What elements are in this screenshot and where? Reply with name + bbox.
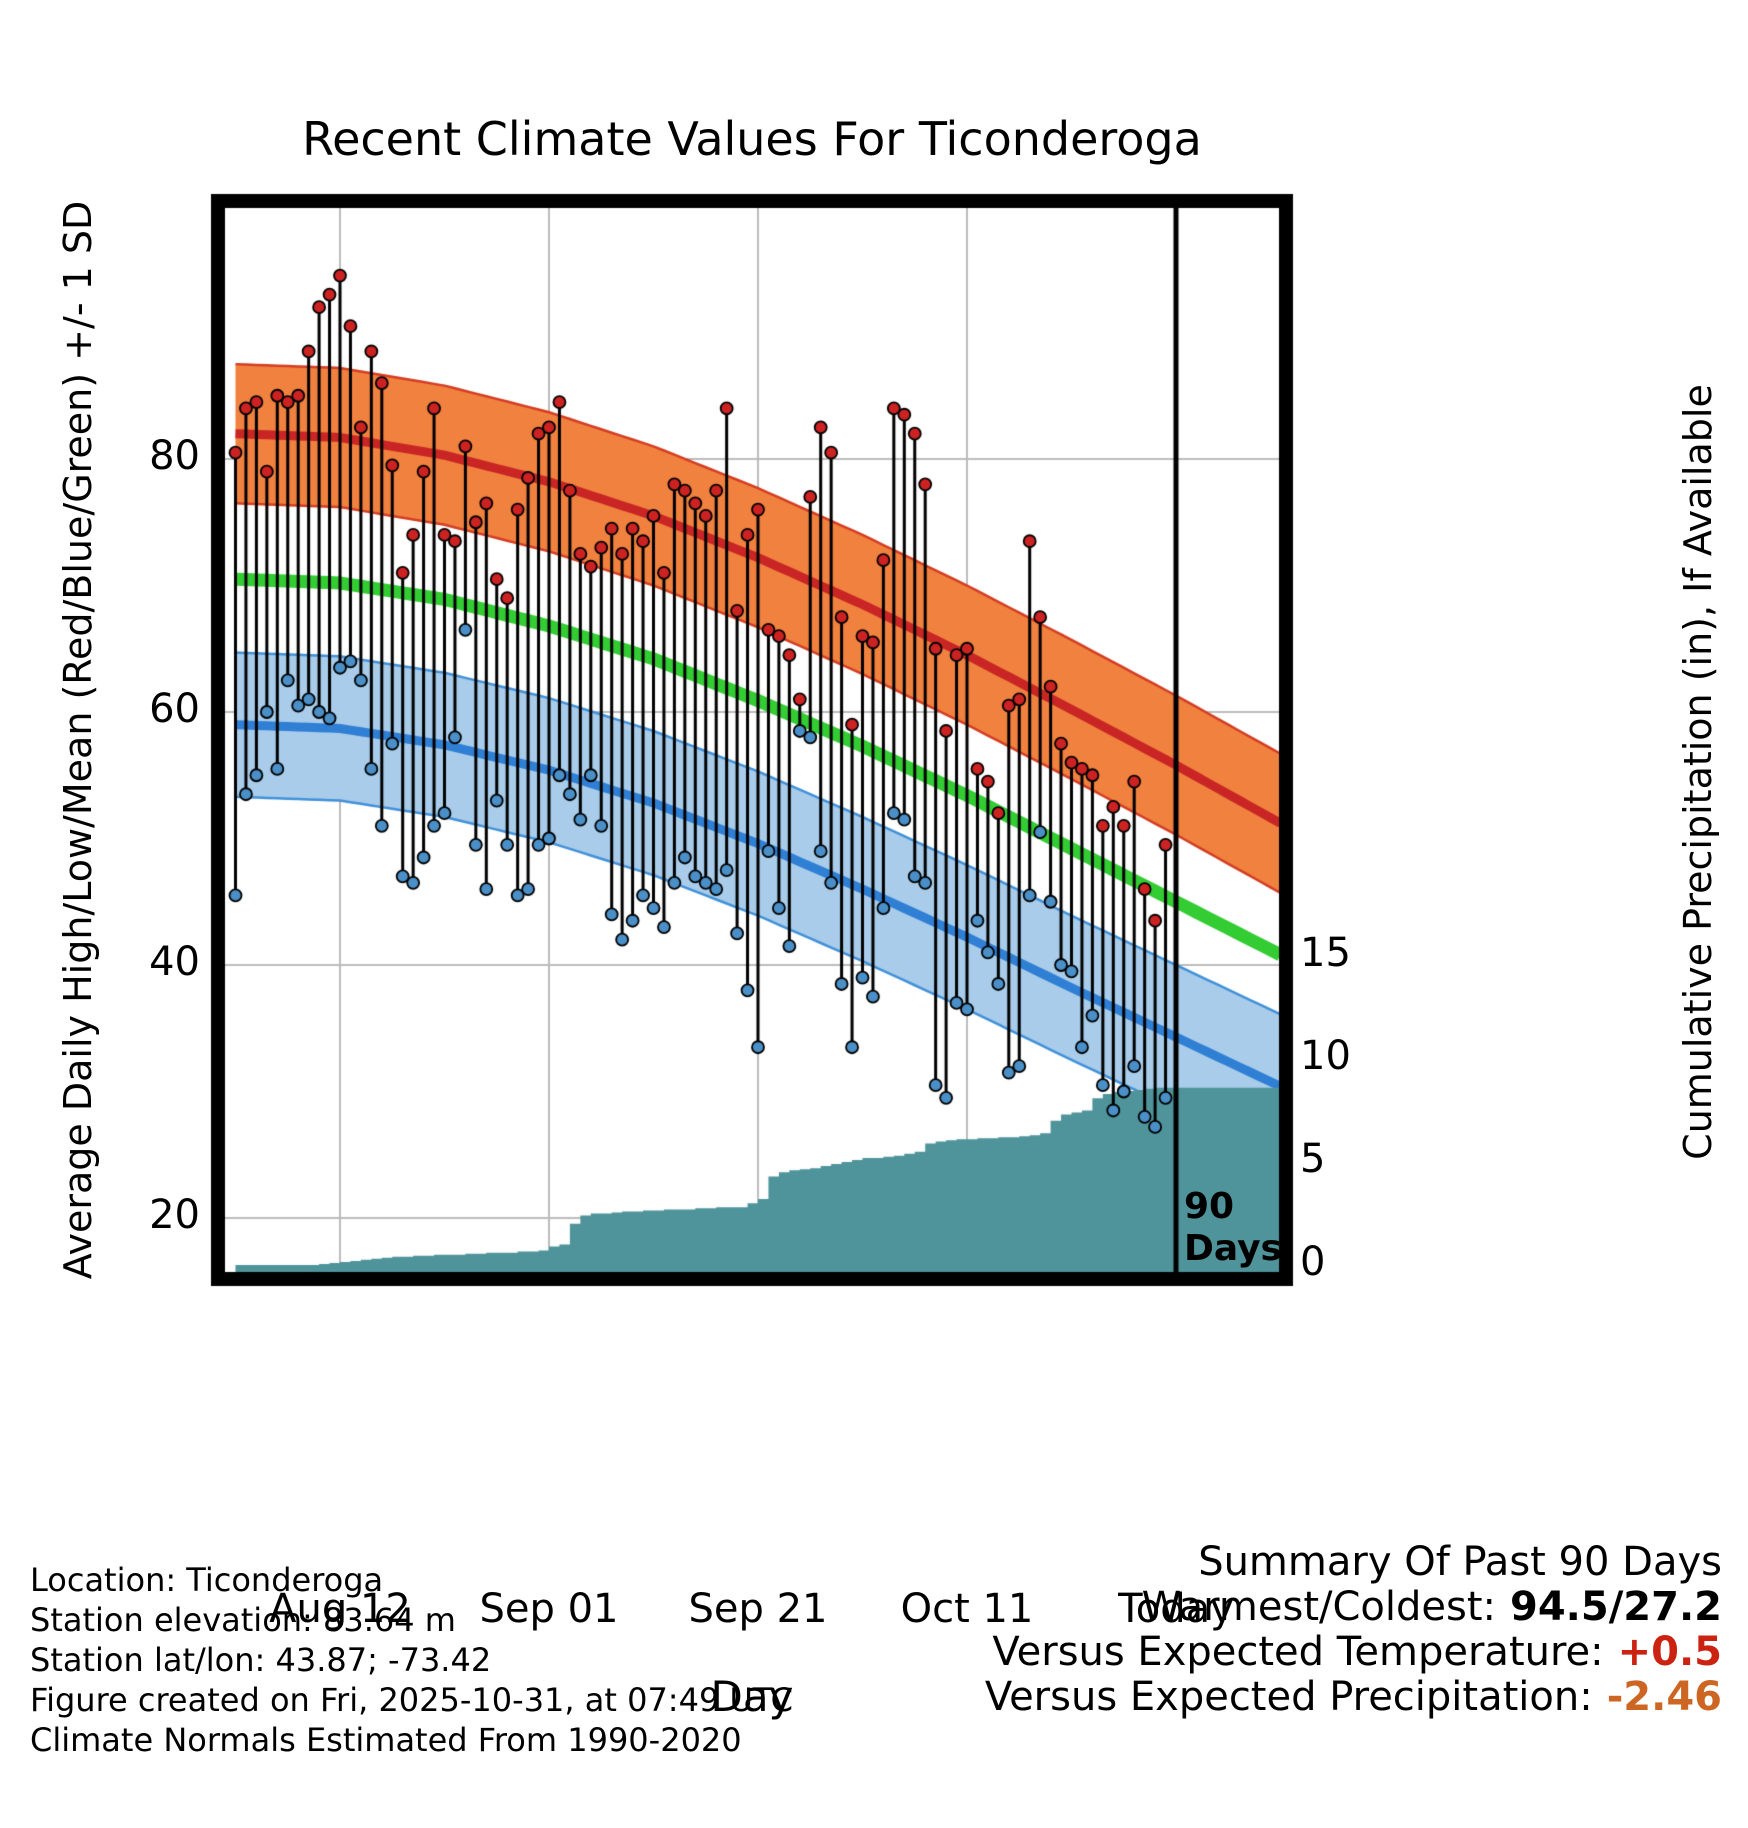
footer-location: Location: Ticonderoga (30, 1561, 384, 1599)
summary-label-vs-temperature: Versus Expected Temperature: (992, 1629, 1604, 1675)
summary-row-warmest-coldest: Warmest/Coldest: 94.5/27.2 (985, 1585, 1722, 1630)
ninety-days-marker-label: 90 Days (1184, 1186, 1282, 1269)
summary-value-0: 94.5/27.2 (1510, 1584, 1722, 1630)
y-left-tick-label: 80 (149, 433, 200, 479)
x-tick-label-sep-21: Sep 21 (688, 1586, 828, 1632)
x-tick-label-oct-11: Oct 11 (900, 1586, 1034, 1632)
summary-label-vs-precipitation: Versus Expected Precipitation: (984, 1674, 1593, 1720)
summary-value-2: -2.46 (1606, 1674, 1722, 1720)
chart-title: Recent Climate Values For Ticonderoga (302, 112, 1202, 166)
footer-normals: Climate Normals Estimated From 1990-2020 (30, 1721, 742, 1759)
summary-value-1: +0.5 (1617, 1629, 1722, 1675)
summary-panel: Summary Of Past 90 Days Warmest/Coldest:… (985, 1540, 1722, 1720)
y-left-tick-label: 40 (149, 939, 200, 985)
y-right-tick-label: 5 (1300, 1136, 1326, 1182)
y-right-tick-label: 10 (1300, 1033, 1351, 1079)
y-axis-right-title: Cumulative Precipitation (in), If Availa… (1676, 384, 1720, 1160)
summary-row-vs-precipitation: Versus Expected Precipitation: -2.46 (985, 1675, 1722, 1720)
x-tick-label-sep-01: Sep 01 (479, 1586, 619, 1632)
x-tick-label-today: Today (1118, 1586, 1234, 1632)
y-right-tick-label: 15 (1300, 930, 1351, 976)
y-left-tick-label: 20 (149, 1192, 200, 1238)
x-tick-label-aug-12: Aug 12 (269, 1586, 411, 1632)
footer-latlon: Station lat/lon: 43.87; -73.42 (30, 1641, 492, 1679)
summary-title: Summary Of Past 90 Days (1198, 1539, 1722, 1585)
summary-row-vs-temperature: Versus Expected Temperature: +0.5 (985, 1630, 1722, 1675)
summary-label-warmest-coldest: Warmest/Coldest: (1141, 1584, 1496, 1630)
x-axis-title: Day (710, 1672, 794, 1721)
footer-created: Figure created on Fri, 2025-10-31, at 07… (30, 1681, 793, 1719)
y-right-tick-label: 0 (1300, 1239, 1326, 1285)
footer-elevation: Station elevation: 83.64 m (30, 1601, 456, 1639)
y-axis-left-title: Average Daily High/Low/Mean (Red/Blue/Gr… (56, 200, 100, 1280)
footer-metadata: Location: Ticonderoga Station elevation:… (30, 1560, 793, 1760)
y-left-tick-label: 60 (149, 686, 200, 732)
